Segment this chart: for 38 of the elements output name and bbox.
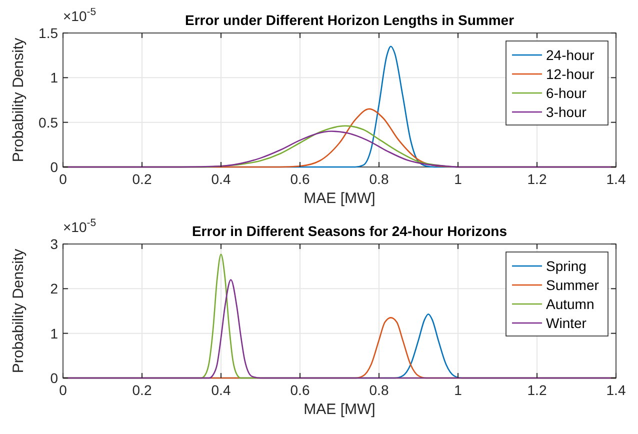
- y-tick-label: 1.5: [38, 25, 58, 41]
- x-tick-label: 0.6: [290, 171, 310, 187]
- x-tick-label: 0.2: [132, 171, 152, 187]
- legend-label: 6-hour: [546, 85, 587, 101]
- legend-label: 12-hour: [546, 66, 595, 82]
- x-tick-label: 1: [454, 171, 462, 187]
- x-tick-label: 1.2: [527, 382, 547, 398]
- y-tick-label: 3: [50, 236, 58, 252]
- text: ×10$^{-5}$: [63, 6, 96, 24]
- chart-title: Error under Different Horizon Lengths in Summer: [184, 12, 515, 28]
- x-tick-label: 0.6: [290, 382, 310, 398]
- x-tick-label: 0.4: [211, 382, 231, 398]
- text: ×10$^{-5}$: [63, 217, 96, 235]
- x-axis-title: MAE [MW]: [304, 401, 376, 418]
- y-axis-title: Probability Density: [10, 248, 27, 374]
- legend-label: Summer: [546, 277, 600, 293]
- y-tick-label: 0: [50, 159, 58, 175]
- x-tick-label: 1: [454, 382, 462, 398]
- y-tick-label: 0.5: [38, 114, 58, 130]
- x-tick-label: 0.4: [211, 171, 231, 187]
- y-tick-label: 1: [50, 325, 58, 342]
- legend-label: 24-hour: [546, 47, 595, 63]
- y-tick-label: 2: [50, 280, 58, 297]
- x-tick-label: 1.4: [606, 382, 626, 398]
- legend-label: Winter: [546, 315, 587, 331]
- x-tick-label: 0.8: [369, 171, 389, 187]
- x-tick-label: 0.2: [132, 382, 152, 398]
- x-tick-label: 1.4: [606, 171, 626, 187]
- x-tick-label: 0.8: [369, 382, 389, 398]
- chart-title: Error in Different Seasons for 24-hour Horizons: [192, 223, 508, 239]
- y-tick-label: 1: [50, 70, 58, 86]
- y-tick-label: 0: [50, 370, 58, 386]
- legend-label: Autumn: [546, 296, 594, 312]
- legend-label: 3-hour: [546, 104, 587, 120]
- x-axis-title: MAE [MW]: [304, 190, 376, 207]
- y-axis-title: Probability Density: [10, 37, 27, 162]
- legend-label: Spring: [546, 258, 586, 274]
- x-tick-label: 1.2: [527, 171, 547, 187]
